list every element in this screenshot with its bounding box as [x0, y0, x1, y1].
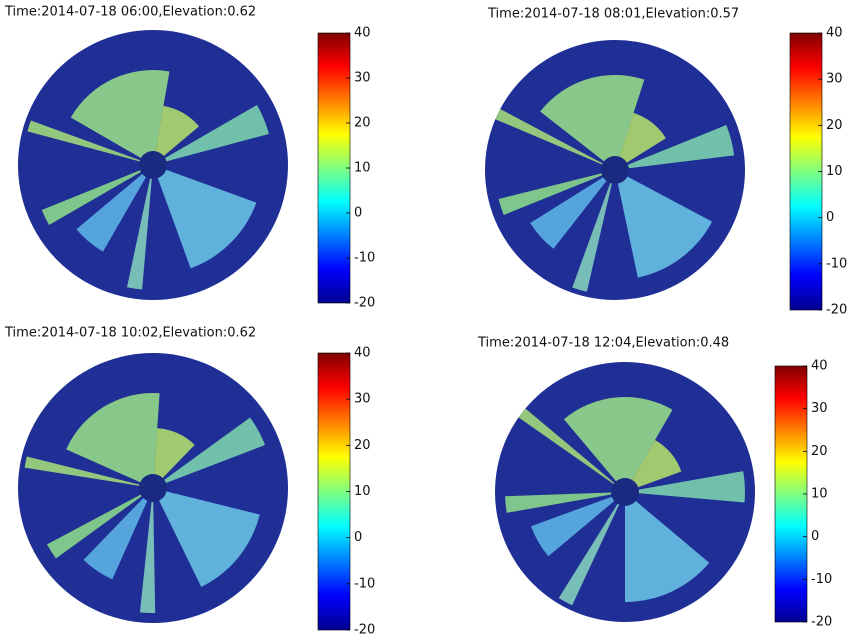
colorbar	[317, 32, 351, 304]
echo-region	[24, 456, 149, 488]
echo-region	[531, 495, 618, 557]
colorbar-tick-label: -10	[811, 572, 832, 587]
echo-region	[616, 172, 713, 278]
echo-region	[540, 75, 645, 168]
echo-region	[518, 408, 622, 490]
echo-region	[155, 167, 257, 269]
echo-region	[505, 492, 616, 513]
colorbar-tick-label: 10	[811, 487, 828, 502]
colorbar-tick-label: 40	[826, 26, 843, 41]
echo-region	[76, 171, 148, 252]
echo-region	[153, 428, 195, 483]
colorbar-tick-label: 0	[354, 206, 362, 221]
colorbar-tick-label: 10	[826, 164, 843, 179]
echo-region	[27, 120, 149, 164]
colorbar-tick-label: 0	[811, 529, 819, 544]
echo-region	[155, 489, 260, 587]
echo-core	[601, 156, 629, 184]
colorbar	[317, 352, 351, 631]
echo-region	[70, 70, 170, 163]
echo-region	[161, 105, 269, 163]
colorbar-tick-label: 20	[826, 118, 843, 133]
colorbar-tick-label: 20	[354, 438, 371, 453]
colorbar-tick-label: 30	[354, 71, 371, 86]
colorbar-tick-label: -20	[354, 296, 375, 311]
panel-title: Time:2014-07-18 12:04,Elevation:0.48	[477, 336, 729, 351]
colorbar	[789, 32, 823, 311]
echo-region	[127, 174, 153, 290]
panel-title: Time:2014-07-18 08:01,Elevation:0.57	[487, 7, 739, 22]
colorbar-tick-label: 0	[354, 530, 362, 545]
echo-region	[625, 495, 710, 602]
colorbar	[774, 365, 808, 623]
echo-region	[563, 397, 673, 489]
echo-region	[572, 179, 613, 292]
colorbar-tick-label: 20	[811, 444, 828, 459]
echo-region	[629, 440, 682, 490]
colorbar-tick-label: -20	[826, 303, 847, 318]
colorbar-tick-label: 30	[826, 72, 843, 87]
panel-title: Time:2014-07-18 10:02,Elevation:0.62	[4, 326, 256, 341]
colorbar-tick-label: -10	[826, 256, 847, 271]
colorbar-tick-label: -20	[811, 615, 832, 630]
echo-region	[161, 417, 266, 485]
echo-core	[139, 474, 167, 502]
colorbar-tick-label: -10	[354, 576, 375, 591]
echo-region	[498, 172, 606, 215]
colorbar-tick-label: 40	[354, 26, 371, 41]
echo-core	[139, 151, 167, 179]
echo-region	[154, 105, 199, 160]
echo-region	[617, 112, 666, 166]
colorbar-tick-label: 0	[826, 210, 834, 225]
echo-region	[139, 497, 156, 613]
echo-region	[41, 168, 145, 225]
echo-region	[495, 108, 611, 169]
colorbar-tick-label: 20	[354, 116, 371, 131]
echo-region	[66, 393, 160, 487]
colorbar-tick-label: 30	[811, 401, 828, 416]
echo-region	[634, 471, 745, 503]
colorbar-tick-label: -10	[354, 251, 375, 266]
echo-region	[530, 175, 609, 249]
echo-region	[624, 125, 735, 169]
echo-region	[83, 495, 149, 580]
colorbar-tick-label: 30	[354, 392, 371, 407]
colorbar-tick-label: 10	[354, 484, 371, 499]
colorbar-tick-label: 10	[354, 161, 371, 176]
colorbar-tick-label: -20	[354, 623, 375, 638]
echo-region	[47, 492, 145, 559]
echo-region	[558, 500, 621, 606]
echo-core	[611, 478, 639, 506]
panel-title: Time:2014-07-18 06:00,Elevation:0.62	[4, 5, 256, 20]
colorbar-tick-label: 40	[354, 346, 371, 361]
colorbar-tick-label: 40	[811, 359, 828, 374]
